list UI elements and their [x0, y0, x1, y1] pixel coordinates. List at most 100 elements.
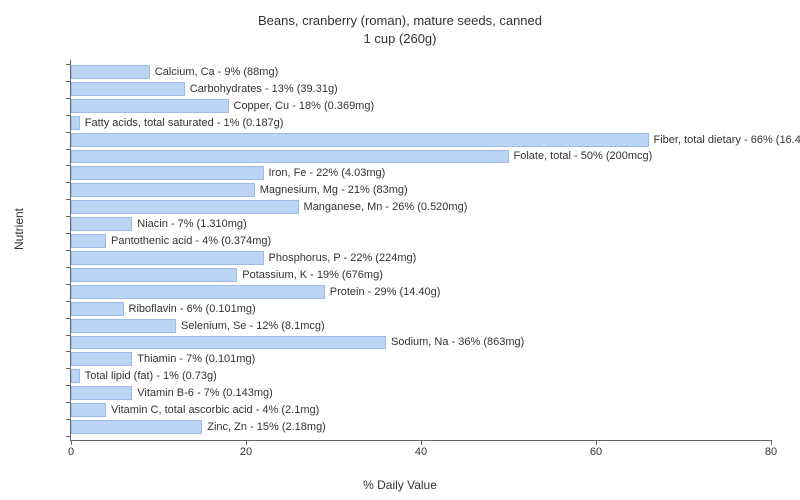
x-tick-mark	[771, 440, 772, 445]
bar-row: Pantothenic acid - 4% (0.374mg)	[71, 233, 771, 250]
y-tick-mark	[66, 318, 71, 319]
bar-row: Niacin - 7% (1.310mg)	[71, 216, 771, 233]
bar-row: Riboflavin - 6% (0.101mg)	[71, 301, 771, 318]
x-tick-mark	[596, 440, 597, 445]
nutrient-bar-label: Manganese, Mn - 26% (0.520mg)	[304, 201, 468, 213]
nutrient-bar	[71, 319, 176, 333]
chart-title: Beans, cranberry (roman), mature seeds, …	[0, 0, 800, 47]
nutrient-bar-label: Folate, total - 50% (200mcg)	[514, 150, 653, 162]
bar-row: Zinc, Zn - 15% (2.18mg)	[71, 419, 771, 436]
nutrient-bar	[71, 116, 80, 130]
y-tick-mark	[66, 402, 71, 403]
nutrient-bar-label: Fatty acids, total saturated - 1% (0.187…	[85, 117, 284, 129]
nutrient-bar	[71, 302, 124, 316]
nutrient-bar-label: Sodium, Na - 36% (863mg)	[391, 336, 524, 348]
nutrient-bar-label: Vitamin C, total ascorbic acid - 4% (2.1…	[111, 404, 319, 416]
nutrient-bar	[71, 150, 509, 164]
y-tick-mark	[66, 199, 71, 200]
nutrient-bar	[71, 352, 132, 366]
bar-row: Folate, total - 50% (200mcg)	[71, 149, 771, 166]
x-tick-mark	[421, 440, 422, 445]
y-tick-mark	[66, 351, 71, 352]
bar-row: Manganese, Mn - 26% (0.520mg)	[71, 199, 771, 216]
x-tick-label: 40	[415, 446, 427, 458]
nutrient-bar	[71, 386, 132, 400]
nutrient-bar-label: Selenium, Se - 12% (8.1mcg)	[181, 320, 325, 332]
x-tick-mark	[71, 440, 72, 445]
bar-row: Sodium, Na - 36% (863mg)	[71, 335, 771, 352]
bar-row: Thiamin - 7% (0.101mg)	[71, 351, 771, 368]
nutrient-bar-label: Copper, Cu - 18% (0.369mg)	[234, 100, 375, 112]
y-tick-mark	[66, 98, 71, 99]
nutrient-bar-label: Magnesium, Mg - 21% (83mg)	[260, 184, 408, 196]
nutrient-bar-label: Vitamin B-6 - 7% (0.143mg)	[137, 387, 273, 399]
nutrient-bar	[71, 336, 386, 350]
nutrient-bar	[71, 200, 299, 214]
y-tick-mark	[66, 436, 71, 437]
nutrient-bar-label: Niacin - 7% (1.310mg)	[137, 218, 246, 230]
y-tick-mark	[66, 165, 71, 166]
plot-area: Calcium, Ca - 9% (88mg) Carbohydrates - 1…	[70, 60, 771, 441]
bar-row: Iron, Fe - 22% (4.03mg)	[71, 165, 771, 182]
bar-row: Vitamin C, total ascorbic acid - 4% (2.1…	[71, 402, 771, 419]
bar-row: Potassium, K - 19% (676mg)	[71, 267, 771, 284]
nutrient-bar-label: Potassium, K - 19% (676mg)	[242, 269, 383, 281]
nutrient-bar-label: Thiamin - 7% (0.101mg)	[137, 353, 255, 365]
nutrient-bar-label: Fiber, total dietary - 66% (16.4g)	[654, 134, 800, 146]
bar-row: Phosphorus, P - 22% (224mg)	[71, 250, 771, 267]
nutrient-bar	[71, 217, 132, 231]
bar-row: Vitamin B-6 - 7% (0.143mg)	[71, 385, 771, 402]
bar-row: Fiber, total dietary - 66% (16.4g)	[71, 132, 771, 149]
title-line-2: 1 cup (260g)	[364, 31, 437, 46]
bar-row: Fatty acids, total saturated - 1% (0.187…	[71, 115, 771, 132]
x-tick-mark	[246, 440, 247, 445]
bar-row: Copper, Cu - 18% (0.369mg)	[71, 98, 771, 115]
y-tick-mark	[66, 115, 71, 116]
nutrient-bar	[71, 133, 649, 147]
y-tick-mark	[66, 149, 71, 150]
bar-row: Magnesium, Mg - 21% (83mg)	[71, 182, 771, 199]
nutrient-bar-label: Zinc, Zn - 15% (2.18mg)	[207, 421, 326, 433]
x-tick-label: 0	[68, 446, 74, 458]
nutrient-bar-label: Calcium, Ca - 9% (88mg)	[155, 66, 278, 78]
y-tick-mark	[66, 132, 71, 133]
y-tick-mark	[66, 301, 71, 302]
bars-group: Calcium, Ca - 9% (88mg) Carbohydrates - 1…	[71, 64, 771, 436]
y-tick-mark	[66, 182, 71, 183]
y-tick-mark	[66, 233, 71, 234]
nutrient-bar	[71, 268, 237, 282]
nutrient-bar-label: Riboflavin - 6% (0.101mg)	[129, 303, 256, 315]
nutrient-bar-label: Phosphorus, P - 22% (224mg)	[269, 252, 417, 264]
nutrient-bar-label: Iron, Fe - 22% (4.03mg)	[269, 167, 386, 179]
bar-row: Total lipid (fat) - 1% (0.73g)	[71, 368, 771, 385]
y-tick-mark	[66, 267, 71, 268]
nutrient-bar	[71, 99, 229, 113]
y-tick-mark	[66, 419, 71, 420]
nutrient-bar	[71, 82, 185, 96]
nutrient-bar	[71, 251, 264, 265]
nutrient-bar-label: Pantothenic acid - 4% (0.374mg)	[111, 235, 271, 247]
nutrient-bar	[71, 166, 264, 180]
y-tick-mark	[66, 81, 71, 82]
bar-row: Selenium, Se - 12% (8.1mcg)	[71, 318, 771, 335]
nutrient-bar	[71, 65, 150, 79]
y-tick-mark	[66, 284, 71, 285]
title-line-1: Beans, cranberry (roman), mature seeds, …	[258, 13, 542, 28]
nutrient-bar	[71, 369, 80, 383]
bar-row: Calcium, Ca - 9% (88mg)	[71, 64, 771, 81]
y-tick-mark	[66, 335, 71, 336]
x-tick-label: 60	[590, 446, 602, 458]
bar-row: Protein - 29% (14.40g)	[71, 284, 771, 301]
y-tick-mark	[66, 64, 71, 65]
nutrient-bar	[71, 183, 255, 197]
nutrient-chart: Beans, cranberry (roman), mature seeds, …	[0, 0, 800, 500]
x-tick-label: 20	[240, 446, 252, 458]
nutrient-bar-label: Protein - 29% (14.40g)	[330, 286, 441, 298]
nutrient-bar-label: Carbohydrates - 13% (39.31g)	[190, 83, 338, 95]
y-axis-label: Nutrient	[12, 208, 26, 250]
y-tick-mark	[66, 216, 71, 217]
nutrient-bar	[71, 234, 106, 248]
nutrient-bar	[71, 420, 202, 434]
y-tick-mark	[66, 385, 71, 386]
nutrient-bar-label: Total lipid (fat) - 1% (0.73g)	[85, 370, 217, 382]
